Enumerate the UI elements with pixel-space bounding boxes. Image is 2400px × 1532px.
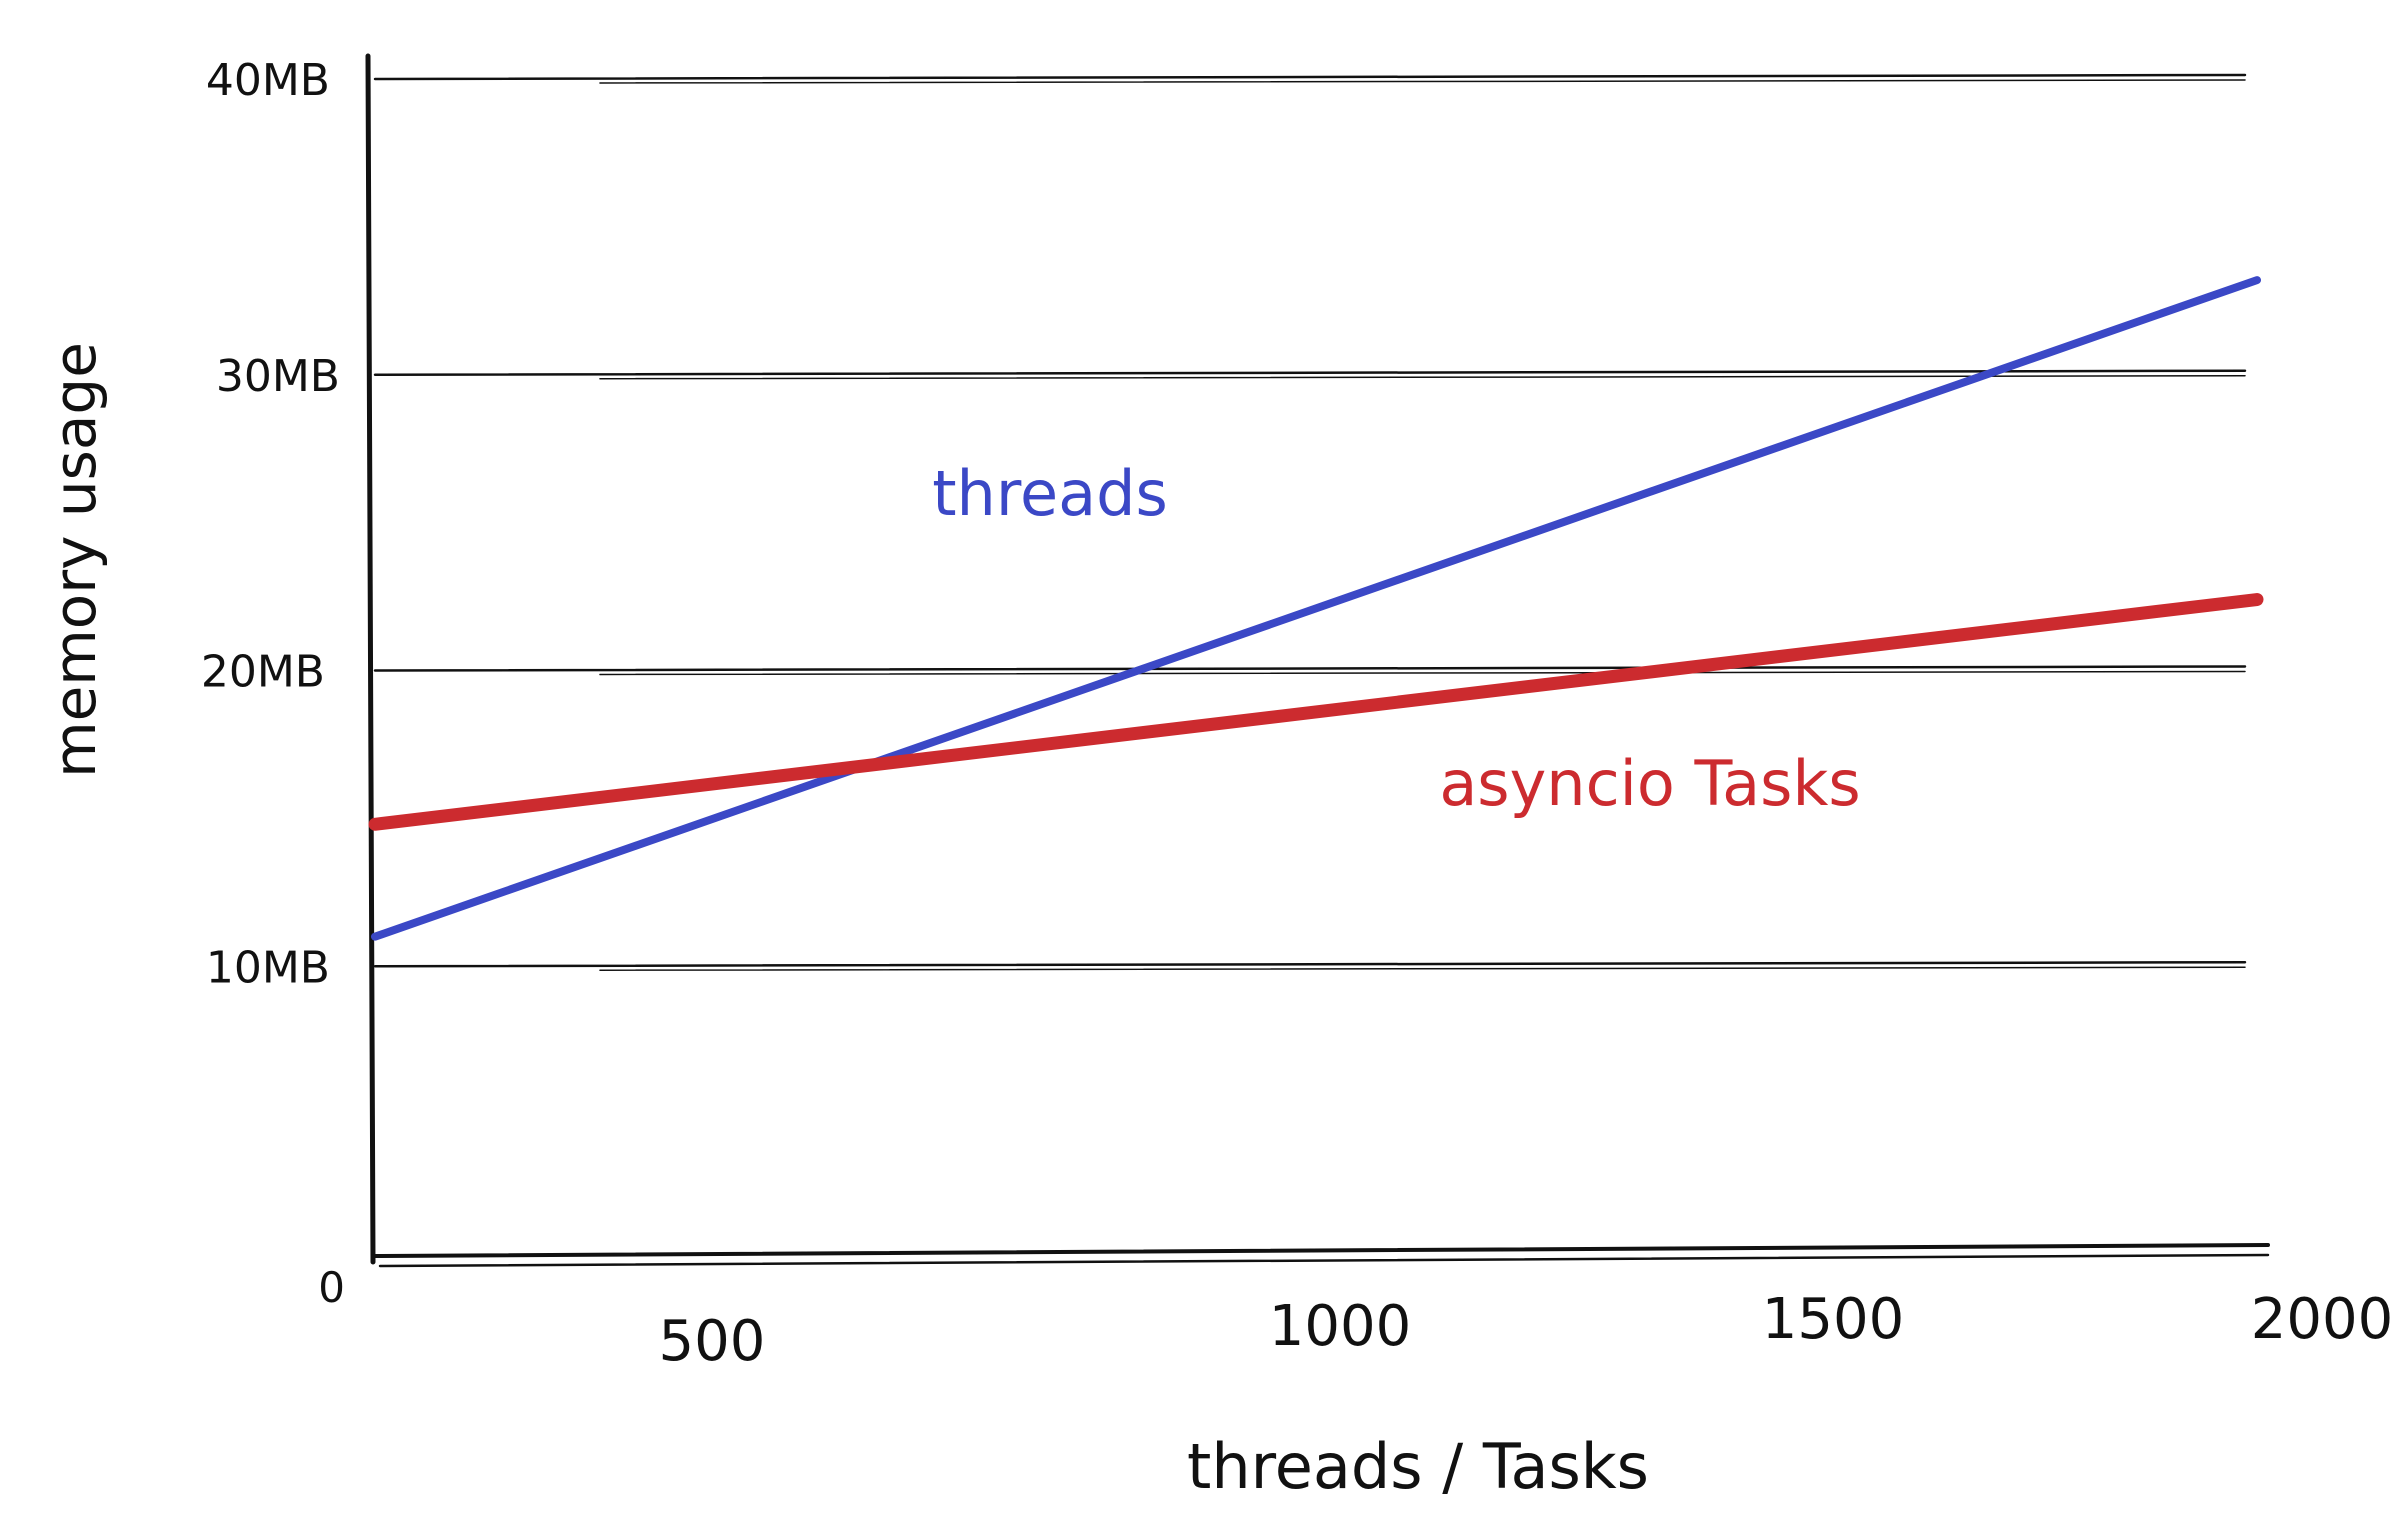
gridline-40-sketch [599, 79, 2246, 84]
grid-lines [373, 73, 2247, 971]
axes [365, 53, 2270, 1268]
gridline-10-sketch [599, 966, 2246, 971]
y-tick-labels: 0 10MB 20MB 30MB 40MB [201, 55, 345, 1312]
gridline-40 [373, 73, 2247, 81]
x-tick-labels: 500 1000 1500 2000 [659, 1287, 2394, 1374]
x-tick-label-2000: 2000 [2251, 1287, 2394, 1352]
x-tick-label-500: 500 [659, 1309, 766, 1374]
series-label-threads: threads [932, 457, 1168, 530]
gridline-30 [373, 369, 2247, 376]
series-label-asyncio-tasks: asyncio Tasks [1439, 747, 1860, 820]
y-axis-title: memory usage [41, 342, 109, 778]
x-axis-line [371, 1243, 2270, 1258]
y-tick-label-30: 30MB [216, 351, 340, 402]
series-line-threads [371, 276, 2261, 941]
gridline-20 [373, 665, 2247, 672]
x-tick-label-1500: 1500 [1762, 1287, 1905, 1352]
y-axis-line [365, 53, 376, 1265]
gridline-30-sketch [599, 375, 2246, 380]
y-tick-label-0: 0 [318, 1263, 345, 1312]
x-tick-label-1000: 1000 [1269, 1294, 1412, 1359]
series-lines [368, 276, 2264, 941]
x-axis-line-sketch [378, 1253, 2270, 1268]
y-tick-label-40: 40MB [206, 55, 330, 106]
series-line-asyncio-tasks [368, 593, 2264, 831]
x-axis-title: threads / Tasks [1187, 1430, 1649, 1503]
y-tick-label-20: 20MB [201, 647, 325, 698]
y-tick-label-10: 10MB [206, 942, 330, 993]
gridline-10 [373, 961, 2247, 968]
annotations: threads / Tasks memory usage threads asynci… [41, 342, 1861, 1503]
gridline-20-sketch [599, 670, 2246, 676]
